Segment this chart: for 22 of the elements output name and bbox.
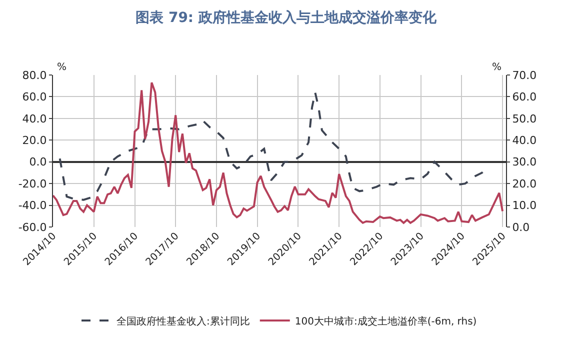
y-tick-label: -20.0 [18,177,47,190]
y-axis-title: % [57,62,67,73]
y-tick-label: 20.0 [22,134,47,147]
y2-tick-label: 30.0 [512,156,537,169]
line-series [53,82,504,224]
y2-tick-label: 10.0 [512,199,537,212]
y-tick-label: 0.0 [29,156,47,169]
y2-tick-label: 70.0 [512,68,537,82]
y-tick-label: 40.0 [22,112,47,126]
y2-axis-title: % [492,62,502,73]
chart-title: 图表 79: 政府性基金收入与土地成交溢价率变化 [136,8,438,26]
y2-tick-label: 50.0 [512,112,537,126]
y-tick-label: 60.0 [22,90,47,104]
y2-tick-label: 60.0 [512,90,537,104]
y2-tick-label: 0.0 [512,220,530,234]
y2-tick-label: 40.0 [512,134,537,147]
y-tick-label: -60.0 [18,220,47,234]
y-tick-label: -40.0 [18,199,47,212]
legend-label: 全国政府性基金收入:累计同比 [116,315,250,328]
y2-tick-label: 20.0 [512,177,537,190]
legend-label: 100大中城市:成交土地溢价率(-6m, rhs) [294,315,477,328]
y-tick-label: 80.0 [22,68,47,82]
